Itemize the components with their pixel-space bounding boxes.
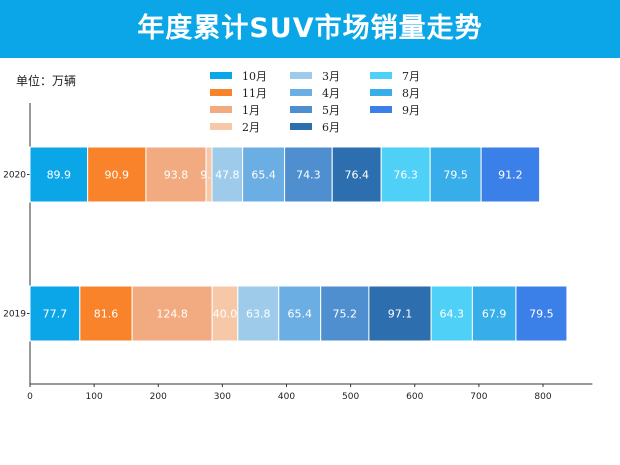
legend-label: 8月: [402, 87, 420, 100]
data-label: 79.5: [443, 169, 468, 182]
legend-swatch: [210, 72, 232, 79]
legend-label: 2月: [242, 121, 260, 134]
data-label: 91.2: [498, 169, 523, 182]
x-tick-label: 600: [406, 392, 423, 402]
bar-segment: [278, 285, 322, 342]
bar-segment: [211, 285, 239, 342]
data-label: 65.4: [287, 308, 312, 321]
legend-label: 10月: [242, 70, 267, 83]
bar-segment: [29, 285, 81, 342]
bar-segment: [284, 146, 333, 203]
data-label: 79.5: [529, 308, 554, 321]
legend-swatch: [370, 106, 392, 113]
bar-segment: [380, 146, 431, 203]
bar-segment: [430, 285, 473, 342]
unit-label: 单位：万辆: [16, 74, 77, 88]
bar-segment: [320, 285, 370, 342]
data-label: 81.6: [94, 308, 119, 321]
data-label: 76.4: [344, 169, 369, 182]
data-label: 97.1: [388, 308, 413, 321]
legend-swatch: [210, 106, 232, 113]
data-label: 124.8: [156, 308, 188, 321]
legend-swatch: [370, 72, 392, 79]
bar-segment: [471, 285, 517, 342]
x-tick-label: 300: [214, 392, 231, 402]
legend-swatch: [290, 72, 312, 79]
legend-swatch: [290, 123, 312, 130]
x-tick-label: 0: [27, 392, 33, 402]
data-label: 47.8: [215, 169, 240, 182]
legend-label: 1月: [242, 104, 260, 117]
bar-segment: [211, 146, 244, 203]
legend-label: 5月: [322, 104, 340, 117]
bar-segment: [242, 146, 286, 203]
data-label: 65.4: [251, 169, 276, 182]
x-tick-label: 800: [534, 392, 551, 402]
bar-segment: [331, 146, 382, 203]
data-label: 90.9: [105, 169, 130, 182]
data-label: 40.0: [213, 308, 238, 321]
chart-title-banner: 年度累计SUV市场销量走势: [0, 0, 620, 58]
x-tick-label: 700: [470, 392, 487, 402]
y-tick-label: 2020: [3, 171, 26, 181]
x-tick-label: 100: [86, 392, 103, 402]
bar-segment: [87, 146, 147, 203]
bar-segment: [237, 285, 280, 342]
legend-label: 9月: [402, 104, 420, 117]
data-label: 75.2: [333, 308, 358, 321]
data-label: 67.9: [482, 308, 507, 321]
legend-label: 7月: [402, 70, 420, 83]
legend-swatch: [210, 89, 232, 96]
legend-label: 11月: [242, 87, 267, 100]
legend-swatch: [290, 89, 312, 96]
x-tick-label: 400: [278, 392, 295, 402]
legend-swatch: [210, 123, 232, 130]
data-label: 64.3: [440, 308, 465, 321]
data-label: 89.9: [47, 169, 72, 182]
data-label: 77.7: [43, 308, 68, 321]
bar-segment: [131, 285, 213, 342]
legend-label: 4月: [322, 87, 340, 100]
legend-swatch: [290, 106, 312, 113]
legend-swatch: [370, 89, 392, 96]
bar-segment: [515, 285, 568, 342]
bar-segment: [145, 146, 207, 203]
bar-segment: [368, 285, 432, 342]
legend-label: 6月: [322, 121, 340, 134]
y-tick-label: 2019: [3, 310, 26, 320]
bar-segment: [79, 285, 133, 342]
legend-label: 3月: [322, 70, 340, 83]
data-label: 74.3: [296, 169, 321, 182]
data-label: 76.3: [393, 169, 418, 182]
bar-segment: [429, 146, 482, 203]
x-tick-label: 500: [342, 392, 359, 402]
bar-segment: [480, 146, 541, 203]
data-label: 93.8: [164, 169, 189, 182]
data-label: 63.8: [246, 308, 271, 321]
x-tick-label: 200: [150, 392, 167, 402]
